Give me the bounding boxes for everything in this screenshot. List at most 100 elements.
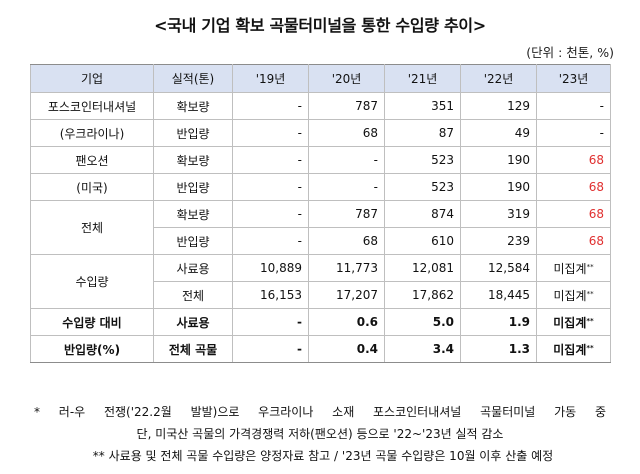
cell-value: 1.9 (460, 308, 537, 336)
row-metric-label: 확보량 (153, 92, 233, 120)
cell-value-pending: 미집계** (536, 281, 611, 309)
row-metric-label: 사료용 (153, 254, 233, 282)
cell-value: 239 (460, 227, 537, 255)
cell-value: - (232, 335, 309, 363)
cell-value: 351 (384, 92, 461, 120)
col-header-metric: 실적(톤) (153, 64, 233, 93)
col-header-2019: '19년 (232, 64, 309, 93)
cell-value: - (308, 146, 385, 174)
row-metric-label: 확보량 (153, 200, 233, 228)
cell-value: 787 (308, 200, 385, 228)
cell-value-highlight: 68 (536, 146, 611, 174)
row-group-label: 수입량 대비 (30, 308, 154, 336)
cell-value: - (232, 146, 309, 174)
table-row: 수입량 대비 사료용 - 0.6 5.0 1.9 미집계** (30, 308, 611, 336)
table-row: (미국) 반입량 - - 523 190 68 (30, 173, 611, 201)
cell-value-pending: 미집계** (536, 308, 611, 336)
cell-value: 11,773 (308, 254, 385, 282)
footnotes: * 러-우 전쟁('22.2월 발발)으로 우크라이나 소재 포스코인터내셔널 … (30, 401, 610, 467)
cell-value-highlight: 68 (536, 173, 611, 201)
cell-value: 1.3 (460, 335, 537, 363)
pending-text: 미집계 (553, 315, 587, 330)
table-row: 반입량(%) 전체 곡물 - 0.4 3.4 1.3 미집계** (30, 335, 611, 363)
cell-value: 5.0 (384, 308, 461, 336)
row-group-label: (미국) (30, 173, 154, 201)
table-row: 전체 확보량 - 787 874 319 68 (30, 200, 611, 255)
footnote-1-line-1: * 러-우 전쟁('22.2월 발발)으로 우크라이나 소재 포스코인터내셔널 … (34, 405, 606, 419)
row-group-label: (우크라이나) (30, 119, 154, 147)
row-metric-label: 전체 (153, 281, 233, 309)
col-header-2023: '23년 (536, 64, 611, 93)
cell-value: - (232, 119, 309, 147)
footnote-mark: ** (586, 262, 594, 271)
row-metric-label: 반입량 (153, 227, 233, 255)
row-metric-label: 확보량 (153, 146, 233, 174)
cell-value: - (232, 173, 309, 201)
pending-text: 미집계 (553, 261, 587, 276)
import-table: 기업 실적(톤) '19년 '20년 '21년 '22년 '23년 포스코인터내… (30, 64, 611, 363)
row-group-label: 수입량 (30, 254, 154, 309)
cell-value-highlight: 68 (536, 227, 611, 255)
row-group-label: 반입량(%) (30, 335, 154, 363)
cell-value: 3.4 (384, 335, 461, 363)
cell-value: 190 (460, 173, 537, 201)
page-title: <국내 기업 확보 곡물터미널을 통한 수입량 추이> (154, 16, 486, 35)
unit-label: (단위 : 천톤, %) (526, 45, 614, 60)
cell-value: 610 (384, 227, 461, 255)
table-row: 전체 16,153 17,207 17,862 18,445 미집계** (31, 281, 611, 309)
cell-value: - (536, 92, 611, 120)
table-row: 수입량 사료용 10,889 11,773 12,081 12,584 미집계*… (30, 254, 611, 309)
cell-value: 17,862 (384, 281, 461, 309)
row-group-label: 포스코인터내셔널 (30, 92, 154, 120)
row-metric-label: 전체 곡물 (153, 335, 233, 363)
cell-value: 0.6 (308, 308, 385, 336)
table-row: 팬오션 확보량 - - 523 190 68 (30, 146, 611, 174)
table-row: (우크라이나) 반입량 - 68 87 49 - (30, 119, 611, 147)
col-header-company: 기업 (30, 64, 154, 93)
cell-value: 523 (384, 173, 461, 201)
cell-value-pending: 미집계** (536, 335, 611, 363)
cell-value: 68 (308, 227, 385, 255)
cell-value: 787 (308, 92, 385, 120)
cell-value: - (308, 173, 385, 201)
col-header-2021: '21년 (384, 64, 461, 93)
cell-value: 874 (384, 200, 461, 228)
pending-text: 미집계 (553, 288, 587, 303)
col-header-2020: '20년 (308, 64, 385, 93)
footnote-mark: ** (586, 343, 594, 352)
cell-value: 12,584 (460, 254, 537, 282)
cell-value: - (232, 227, 309, 255)
footnote-mark: ** (586, 289, 594, 298)
row-group-label: 팬오션 (30, 146, 154, 174)
cell-value: 87 (384, 119, 461, 147)
table-header-row: 기업 실적(톤) '19년 '20년 '21년 '22년 '23년 (30, 64, 611, 93)
cell-value: 0.4 (308, 335, 385, 363)
cell-value: 17,207 (308, 281, 385, 309)
cell-value: 16,153 (232, 281, 309, 309)
col-header-2022: '22년 (460, 64, 537, 93)
cell-value: 12,081 (384, 254, 461, 282)
pending-text: 미집계 (553, 342, 587, 357)
cell-value: 49 (460, 119, 537, 147)
row-metric-label: 사료용 (153, 308, 233, 336)
cell-value: 129 (460, 92, 537, 120)
cell-value: - (232, 200, 309, 228)
cell-value-pending: 미집계** (536, 254, 611, 282)
cell-value: - (536, 119, 611, 147)
cell-value: 190 (460, 146, 537, 174)
footnote-mark: ** (586, 316, 594, 325)
cell-value: 18,445 (460, 281, 537, 309)
cell-value: 68 (308, 119, 385, 147)
cell-value: 10,889 (232, 254, 309, 282)
row-metric-label: 반입량 (153, 119, 233, 147)
cell-value: 319 (460, 200, 537, 228)
cell-value: 523 (384, 146, 461, 174)
cell-value-highlight: 68 (536, 200, 611, 228)
row-group-label: 전체 (30, 200, 154, 255)
footnote-1-line-2: 단, 미국산 곡물의 가격경쟁력 저하(팬오션) 등으로 '22~'23년 실적… (136, 427, 504, 441)
table-row: 포스코인터내셔널 확보량 - 787 351 129 - (30, 92, 611, 120)
table-row: 반입량 - 68 610 239 68 (31, 227, 611, 255)
cell-value: - (232, 92, 309, 120)
footnote-2: ** 사료용 및 전체 곡물 수입량은 양정자료 참고 / '23년 곡물 수입… (92, 449, 554, 463)
cell-value: - (232, 308, 309, 336)
